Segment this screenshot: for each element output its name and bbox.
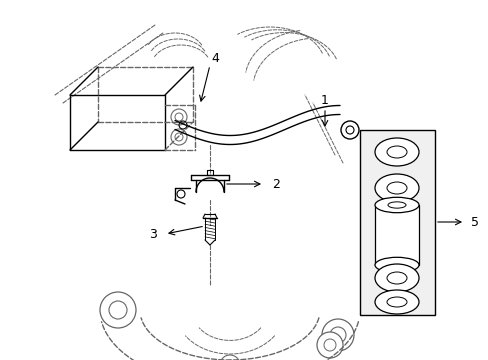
Circle shape bbox=[109, 301, 127, 319]
Ellipse shape bbox=[374, 138, 418, 166]
Ellipse shape bbox=[374, 257, 418, 273]
Text: 1: 1 bbox=[321, 94, 328, 107]
Circle shape bbox=[329, 327, 346, 343]
Bar bbox=[374, 205, 418, 265]
Text: 5: 5 bbox=[470, 216, 478, 229]
Ellipse shape bbox=[386, 182, 406, 194]
Ellipse shape bbox=[386, 146, 406, 158]
Ellipse shape bbox=[374, 264, 418, 292]
Circle shape bbox=[316, 332, 342, 358]
Ellipse shape bbox=[374, 197, 418, 213]
Ellipse shape bbox=[387, 202, 405, 208]
Ellipse shape bbox=[386, 297, 406, 307]
Text: 3: 3 bbox=[149, 228, 157, 240]
Circle shape bbox=[321, 319, 353, 351]
Text: 4: 4 bbox=[211, 51, 219, 64]
Ellipse shape bbox=[374, 174, 418, 202]
Text: 2: 2 bbox=[271, 177, 279, 190]
Circle shape bbox=[100, 292, 136, 328]
Circle shape bbox=[340, 121, 358, 139]
Bar bbox=[359, 130, 434, 315]
Circle shape bbox=[177, 190, 184, 198]
Ellipse shape bbox=[386, 272, 406, 284]
Circle shape bbox=[220, 355, 240, 360]
Ellipse shape bbox=[374, 290, 418, 314]
